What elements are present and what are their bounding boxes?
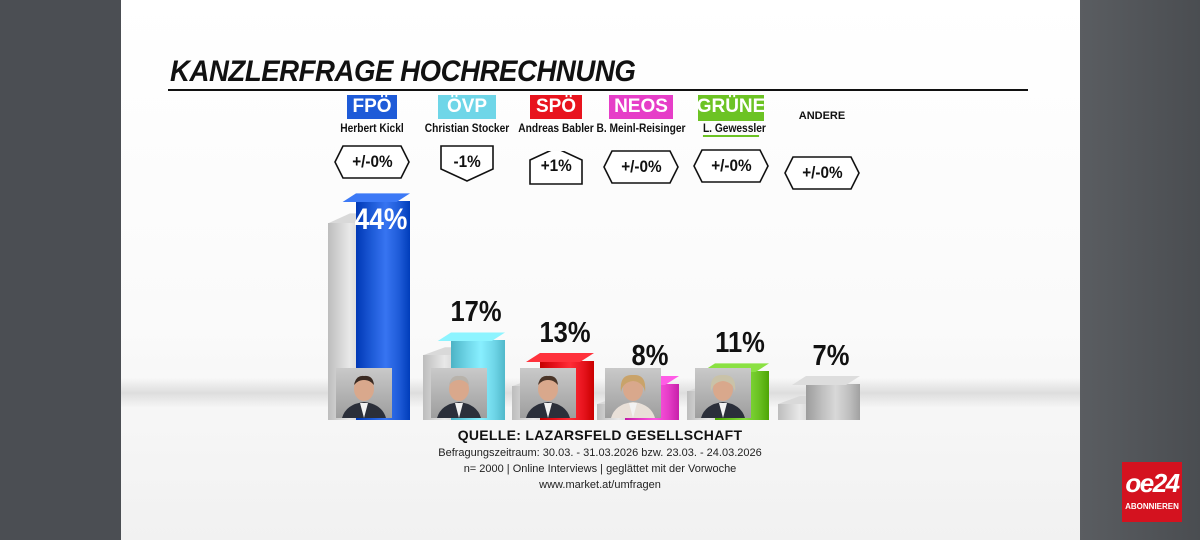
survey-method: n= 2000 | Online Interviews | geglättet … <box>463 463 737 475</box>
change-shape-fpo <box>334 145 410 179</box>
portrait-silhouette <box>437 375 481 418</box>
source-url: www.market.at/umfragen <box>539 479 661 491</box>
change-indicator-fpo: +/-0% <box>334 145 410 179</box>
bar-top-andere <box>792 376 860 385</box>
change-value-ovp: -1% <box>453 152 481 171</box>
candidate-photo-neos <box>605 368 661 418</box>
bar-andere <box>806 384 860 420</box>
portrait-silhouette <box>342 375 386 418</box>
candidate-photo-grune <box>695 368 751 418</box>
bar-top-ovp <box>437 332 505 342</box>
change-indicator-grune: +/-0% <box>693 149 769 183</box>
candidate-photo-fpo <box>336 368 392 418</box>
chart-title: KANZLERFRAGE HOCHRECHNUNG <box>170 55 636 88</box>
change-indicator-spo: +1% <box>529 149 583 185</box>
change-value-grune: +/-0% <box>710 156 752 175</box>
change-value-spo: +1% <box>540 156 572 175</box>
change-value-andere: +/-0% <box>801 163 843 182</box>
party-badge-grune: GRÜNE <box>697 95 765 121</box>
party-badge-ovp: ÖVP <box>438 95 496 119</box>
change-shape-andere <box>784 156 860 190</box>
change-value-neos: +/-0% <box>620 157 662 176</box>
party-badge-fpo: FPÖ <box>347 95 397 119</box>
survey-period: Befragungszeitraum: 30.03. - 31.03.2026 … <box>438 447 762 459</box>
value-label-fpo: 44% <box>354 203 408 237</box>
candidate-name-spo: Andreas Babler <box>518 121 594 135</box>
bar-top-grune <box>701 363 769 373</box>
logo-wordmark: oe24 <box>1125 468 1180 498</box>
candidate-photo-spo <box>520 368 576 418</box>
video-frame-edge <box>1080 0 1200 540</box>
candidate-name-grune: L. Gewessler <box>702 121 766 137</box>
portrait-silhouette <box>701 374 745 418</box>
candidate-name-ovp: Christian Stocker <box>424 121 510 135</box>
change-indicator-neos: +/-0% <box>603 150 679 184</box>
subscribe-label: ABONNIEREN <box>1125 502 1179 511</box>
value-label-andere: 7% <box>812 340 850 372</box>
change-shape-spo <box>529 151 583 185</box>
portrait-silhouette <box>526 375 570 418</box>
change-indicator-andere: +/-0% <box>784 156 860 190</box>
change-shape-grune <box>693 149 769 183</box>
change-shape-ovp <box>440 145 494 182</box>
change-indicator-ovp: -1% <box>440 145 494 182</box>
title-underline <box>168 89 1028 91</box>
change-value-fpo: +/-0% <box>351 152 393 171</box>
source-title: QUELLE: LAZARSFELD GESELLSCHAFT <box>457 427 743 443</box>
change-shape-neos <box>603 150 679 184</box>
portrait-silhouette <box>611 374 655 418</box>
candidate-photo-ovp <box>431 368 487 418</box>
bar-top-fpo <box>342 193 410 203</box>
bar-top-spo <box>526 353 594 363</box>
party-badge-spo: SPÖ <box>530 95 582 119</box>
party-badge-neos: NEOS <box>609 95 673 119</box>
value-label-ovp: 17% <box>450 296 502 329</box>
candidate-name-neos: B. Meinl-Reisinger <box>596 121 686 135</box>
value-label-grune: 11% <box>715 327 765 360</box>
value-label-neos: 8% <box>631 340 669 372</box>
bar-previous-andere <box>778 404 814 420</box>
value-label-spo: 13% <box>539 317 591 350</box>
party-label-andere: ANDERE <box>798 110 846 122</box>
candidate-name-fpo: Herbert Kickl <box>340 121 404 135</box>
oe24-logo[interactable]: oe24 ABONNIEREN <box>1122 462 1182 522</box>
